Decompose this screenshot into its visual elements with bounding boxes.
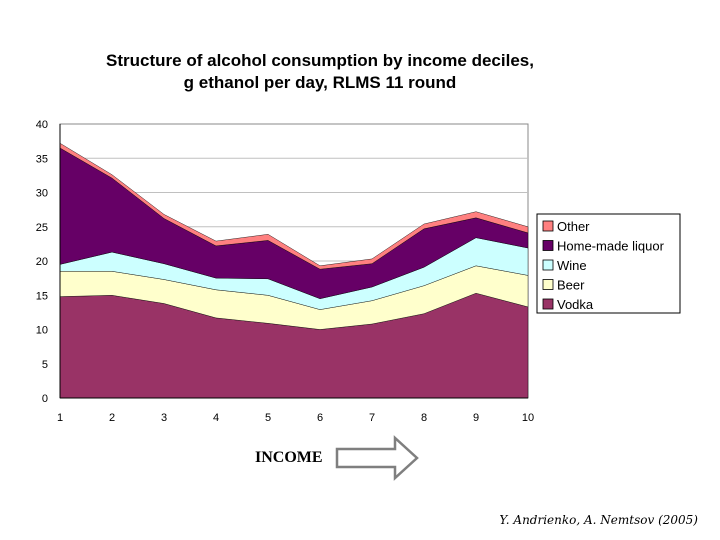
- legend: [536, 213, 681, 314]
- legend-swatch: [542, 240, 554, 251]
- legend-swatch: [542, 298, 554, 310]
- legend-label: Other: [557, 219, 590, 234]
- x-tick-label: 7: [369, 412, 375, 424]
- legend-swatch: [542, 259, 554, 271]
- chart-title: Structure of alcohol consumption by inco…: [40, 50, 600, 94]
- legend-swatch: [542, 220, 554, 232]
- y-tick-label: 5: [42, 359, 48, 371]
- x-tick-label: 4: [213, 412, 219, 424]
- x-tick-label: 3: [161, 412, 167, 424]
- legend-swatch: [542, 279, 554, 290]
- legend-label: Beer: [557, 278, 585, 293]
- income-arrow-icon: [335, 435, 419, 481]
- x-tick-label: 6: [317, 412, 323, 424]
- y-tick-label: 15: [36, 290, 48, 302]
- x-tick-label: 8: [421, 412, 427, 424]
- chart-title-line-1: Structure of alcohol consumption by inco…: [106, 51, 534, 70]
- citation: Y. Andrienko, A. Nemtsov (2005): [499, 513, 698, 527]
- y-tick-label: 20: [36, 256, 48, 268]
- legend-label: Vodka: [557, 297, 594, 312]
- x-tick-label: 9: [473, 412, 479, 424]
- y-tick-label: 25: [36, 222, 48, 234]
- y-tick-label: 0: [42, 393, 48, 405]
- y-tick-label: 10: [36, 325, 48, 337]
- x-tick-label: 5: [265, 412, 271, 424]
- income-label: INCOME: [255, 449, 323, 466]
- chart-title-line-2: g ethanol per day, RLMS 11 round: [183, 73, 457, 92]
- legend-label: Home-made liquor: [557, 239, 665, 254]
- area-series-other: [59, 142, 529, 270]
- x-tick-label: 10: [522, 412, 534, 424]
- y-tick-label: 35: [36, 153, 48, 165]
- legend-label: Wine: [557, 258, 587, 273]
- y-tick-label: 40: [36, 119, 48, 131]
- x-tick-label: 1: [57, 412, 63, 424]
- x-tick-label: 2: [109, 412, 115, 424]
- y-tick-label: 30: [36, 188, 48, 200]
